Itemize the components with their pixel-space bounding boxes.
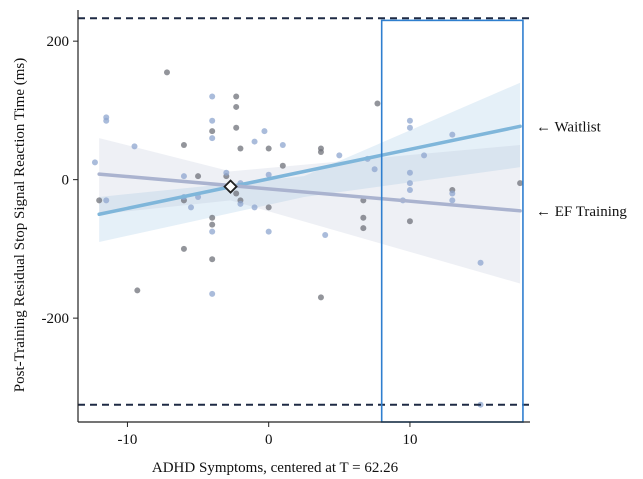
data-point <box>265 228 272 235</box>
band-ef-training <box>99 138 521 284</box>
band-waitlist <box>99 82 521 242</box>
data-point <box>406 169 413 176</box>
data-point <box>322 232 329 239</box>
data-point <box>209 117 216 124</box>
data-point <box>209 214 216 221</box>
axis-ticks: -10 0 10 -200 0 200 <box>42 34 418 448</box>
data-point <box>406 180 413 187</box>
data-point <box>449 197 456 204</box>
data-point <box>517 180 524 187</box>
data-point <box>374 100 381 107</box>
data-point <box>317 148 324 155</box>
data-point <box>336 152 343 159</box>
series-label-ef-training: ← EF Training <box>536 204 627 220</box>
data-point <box>223 169 230 176</box>
data-point <box>371 166 378 173</box>
confidence-bands <box>99 82 521 284</box>
data-point <box>265 171 272 178</box>
data-point <box>421 152 428 159</box>
data-point <box>163 69 170 76</box>
data-point <box>406 124 413 131</box>
data-point <box>237 200 244 207</box>
series-label-waitlist: ← Waitlist <box>536 119 602 135</box>
data-point <box>406 218 413 225</box>
data-point <box>188 204 194 211</box>
data-point <box>134 287 141 294</box>
intersection-marker-group <box>223 179 238 194</box>
data-point <box>233 190 240 197</box>
reference-lines <box>78 17 530 406</box>
data-point <box>477 259 484 266</box>
data-point <box>406 187 413 194</box>
data-point <box>180 142 187 149</box>
data-point <box>265 204 272 211</box>
data-point <box>209 93 216 100</box>
x-tick-label: -10 <box>117 432 137 448</box>
data-point <box>180 173 187 180</box>
data-point <box>317 294 324 301</box>
data-point <box>279 162 286 169</box>
data-point <box>103 197 110 204</box>
data-point <box>96 197 103 204</box>
data-point <box>406 117 413 124</box>
data-point <box>209 128 216 135</box>
data-point <box>209 228 216 235</box>
fit-line-waitlist <box>97 124 522 217</box>
series-labels: ← Waitlist ← EF Training <box>536 119 627 219</box>
data-point <box>180 245 187 252</box>
y-tick-label: -200 <box>42 311 70 327</box>
data-point <box>233 93 240 100</box>
data-point <box>449 190 456 197</box>
x-tick-label: 10 <box>402 432 417 448</box>
data-point <box>209 256 216 263</box>
data-point <box>103 117 110 124</box>
data-point <box>237 145 244 152</box>
intersection-marker <box>223 179 238 194</box>
data-point <box>251 204 258 211</box>
data-point <box>233 124 240 131</box>
data-point <box>209 290 216 297</box>
axes <box>77 10 530 423</box>
y-tick-label: 200 <box>47 34 70 50</box>
y-axis-title: Post-Training Residual Stop Signal React… <box>12 58 28 392</box>
y-tick-label: 0 <box>62 173 70 189</box>
fit-lines <box>97 124 522 217</box>
data-point <box>131 143 138 150</box>
data-point <box>209 221 216 228</box>
x-tick-label: 0 <box>265 432 273 448</box>
data-point <box>209 135 216 142</box>
data-point <box>360 225 367 232</box>
data-point <box>233 103 240 110</box>
data-point <box>360 214 367 221</box>
data-point <box>265 145 272 152</box>
data-point <box>195 173 202 180</box>
data-point <box>91 159 98 166</box>
data-point <box>251 138 258 145</box>
fit-line-ef-training <box>97 172 522 213</box>
data-point <box>279 142 286 149</box>
data-point <box>261 128 268 135</box>
data-point <box>449 131 456 138</box>
x-axis-title: ADHD Symptoms, centered at T = 62.26 <box>152 460 399 476</box>
